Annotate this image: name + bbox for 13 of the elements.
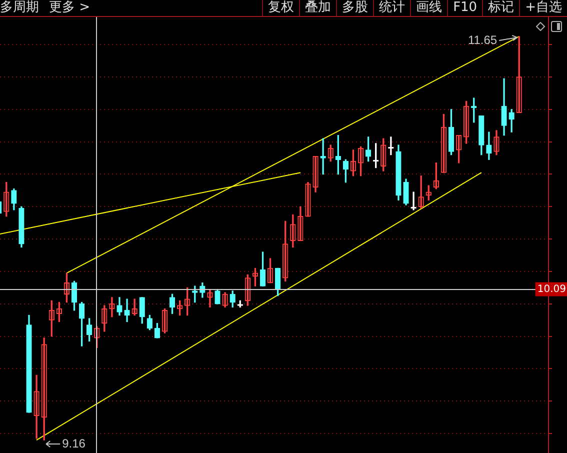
text: 叠加 — [299, 0, 336, 16]
text: 多股 — [336, 0, 374, 16]
text: 更多 > — [49, 0, 90, 16]
text: 统计 — [373, 0, 410, 16]
text: 标记 — [482, 0, 520, 16]
annotation: 11.65 — [468, 32, 498, 47]
annotation: 9.16 — [62, 436, 86, 450]
text: 复权 — [262, 0, 300, 16]
text: 多周期 — [0, 0, 39, 16]
ref-line-label: 10.09 — [537, 284, 566, 295]
text: +自选 — [519, 0, 567, 16]
text: 画线 — [410, 0, 448, 16]
text: F10 — [447, 0, 482, 16]
